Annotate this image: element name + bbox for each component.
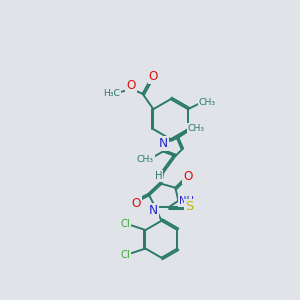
- Text: N: N: [159, 137, 168, 150]
- Text: NH: NH: [178, 196, 194, 206]
- Text: CH₃: CH₃: [137, 155, 154, 164]
- Text: Cl: Cl: [121, 250, 130, 260]
- Text: O: O: [126, 79, 136, 92]
- Text: Cl: Cl: [121, 219, 130, 229]
- Text: H₃C: H₃C: [103, 89, 120, 98]
- Text: N: N: [148, 204, 158, 217]
- Text: O: O: [149, 70, 158, 83]
- Text: CH₃: CH₃: [199, 98, 216, 107]
- Text: O: O: [131, 196, 141, 210]
- Text: H: H: [154, 171, 162, 181]
- Text: O: O: [183, 169, 192, 183]
- Text: S: S: [185, 200, 193, 213]
- Text: CH₃: CH₃: [188, 124, 205, 133]
